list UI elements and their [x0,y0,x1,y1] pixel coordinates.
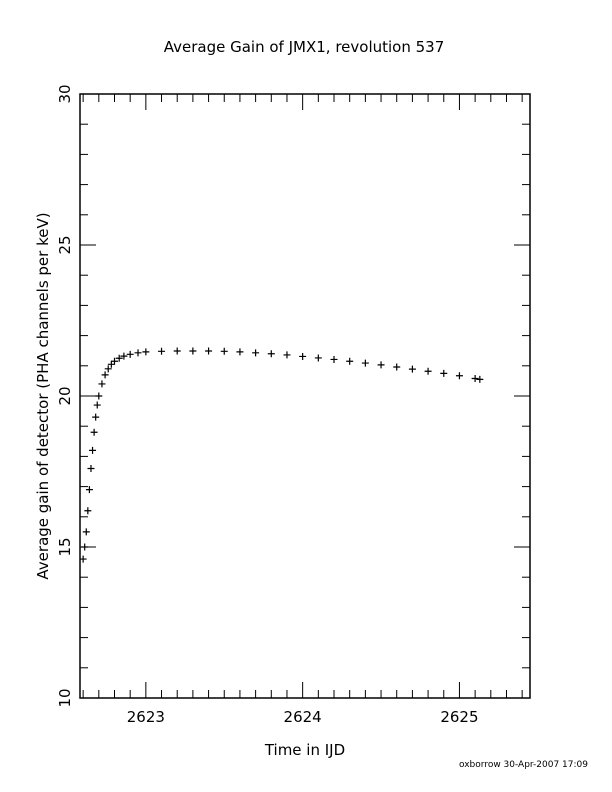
data-point [424,367,432,375]
data-point [252,349,260,357]
data-point [455,372,463,380]
footer-credit: oxborrow 30-Apr-2007 17:09 [459,760,588,770]
data-point [107,360,115,368]
data-point [101,371,109,379]
data-point [440,369,448,377]
data-point [93,401,101,409]
data-point [104,365,112,373]
data-point [126,350,134,358]
data-point [142,348,150,356]
data-point [92,413,100,421]
data-point [90,428,98,436]
data-point [393,363,401,371]
y-tick-label: 25 [56,235,74,254]
data-points [79,347,484,563]
data-point [95,392,103,400]
data-point [267,350,275,358]
data-point [82,528,90,536]
x-tick-label: 2623 [127,708,165,726]
x-axis-ticks [82,94,523,698]
x-axis-tick-labels: 2623 2624 2625 [127,708,479,726]
data-point [283,351,291,359]
plot-frame [79,93,531,699]
y-axis-tick-labels: 10 15 20 25 30 [56,84,74,707]
data-point [89,446,97,454]
data-point [189,347,197,355]
data-point [471,374,479,382]
y-tick-label: 10 [56,688,74,707]
y-tick-label: 20 [56,386,74,405]
data-point [377,361,385,369]
data-point [79,555,87,563]
data-point [173,347,181,355]
data-point [361,359,369,367]
data-point [158,347,166,355]
data-point [87,464,95,472]
data-point [120,352,128,360]
data-point [85,486,93,494]
data-point [346,357,354,365]
x-tick-label: 2624 [284,708,322,726]
y-axis-ticks [80,93,530,699]
data-point [81,543,89,551]
data-point [299,352,307,360]
y-tick-label: 15 [56,537,74,556]
x-axis-label: Time in IJD [264,741,345,759]
data-point [314,354,322,362]
data-point [98,380,106,388]
data-point [134,349,142,357]
data-point [220,347,228,355]
data-point [476,375,484,383]
data-point [408,365,416,373]
data-point [84,507,92,515]
data-point [110,357,118,365]
data-point [330,355,338,363]
data-point [236,348,244,356]
chart-title: Average Gain of JMX1, revolution 537 [164,38,445,56]
y-axis-label: Average gain of detector (PHA channels p… [34,212,52,579]
y-tick-label: 30 [56,84,74,103]
data-point [115,354,123,362]
data-point [205,347,213,355]
x-tick-label: 2625 [440,708,478,726]
